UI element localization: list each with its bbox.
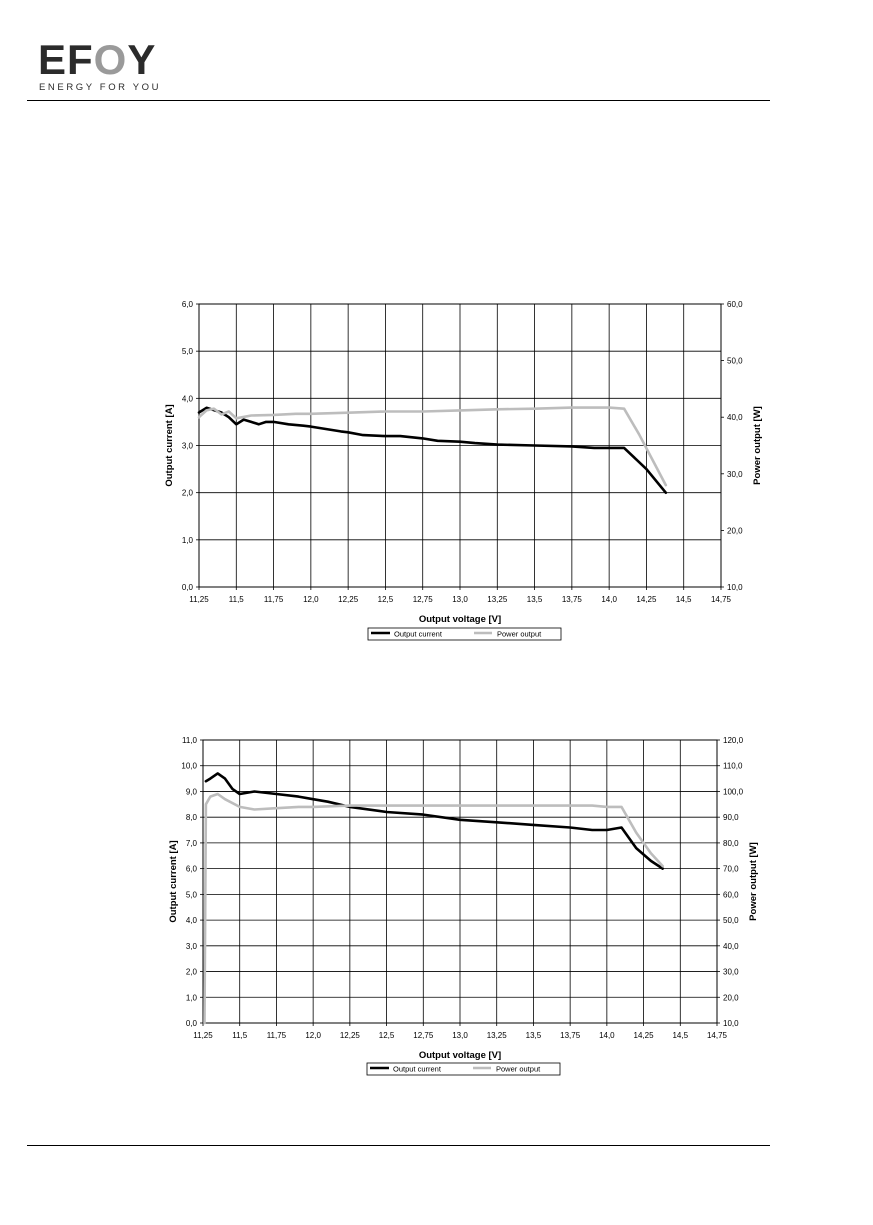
logo-tagline: ENERGY FOR YOU	[39, 82, 162, 93]
x-tick-label: 14,75	[707, 1031, 728, 1040]
x-tick-label: 11,75	[267, 1031, 287, 1040]
x-tick-label: 12,75	[413, 1031, 434, 1040]
y2-tick-label: 110,0	[723, 762, 743, 771]
x-tick-label: 13,25	[487, 595, 508, 604]
legend-box	[366, 1062, 561, 1076]
y2-tick-label: 20,0	[723, 993, 739, 1002]
footer-rule	[27, 1145, 770, 1146]
x-tick-label: 13,75	[562, 595, 583, 604]
output-current-line	[197, 406, 668, 495]
y-tick-label: 3,0	[182, 442, 194, 451]
y2-tick-label: 50,0	[727, 357, 743, 366]
x-tick-label: 11,5	[232, 1031, 248, 1040]
x-tick-label: 14,25	[634, 1031, 655, 1040]
y-tick-label: 5,0	[182, 347, 194, 356]
x-tick-label: 12,5	[379, 1031, 395, 1040]
y2-axis-title: Power output [W]	[748, 842, 759, 921]
y-tick-label: 9,0	[186, 787, 198, 796]
x-tick-label: 12,75	[413, 595, 434, 604]
y2-tick-label: 40,0	[727, 413, 743, 422]
legend-label-power-output: Power output	[496, 1065, 541, 1074]
y-tick-label: 2,0	[186, 968, 198, 977]
x-tick-label: 11,25	[193, 1031, 213, 1040]
y-tick-label: 2,0	[182, 489, 194, 498]
x-axis-title: Output voltage [V]	[419, 1050, 501, 1061]
y2-tick-label: 70,0	[723, 865, 739, 874]
x-tick-label: 14,25	[636, 595, 657, 604]
chart-1: 11,25 11,5 11,75 12,0 12,25 12,5 12,75 13,0 13,2…	[164, 300, 763, 641]
x-tick-label: 12,0	[303, 595, 319, 604]
y-tick-label: 10,0	[181, 762, 197, 771]
y2-tick-label: 50,0	[723, 916, 739, 925]
y2-tick-label: 60,0	[723, 890, 739, 899]
x-tick-label: 14,0	[599, 1031, 615, 1040]
x-tick-label: 13,0	[452, 595, 468, 604]
y-tick-label: 0,0	[182, 583, 194, 592]
y2-tick-label: 30,0	[727, 470, 743, 479]
y2-tick-label: 100,0	[723, 787, 744, 796]
legend-box	[367, 627, 562, 641]
x-tick-label: 14,5	[672, 1031, 688, 1040]
y-axis-title: Output current [A]	[168, 840, 179, 922]
x-tick-label: 11,5	[229, 595, 245, 604]
x-tick-label: 11,75	[264, 595, 284, 604]
x-tick-label: 12,5	[378, 595, 394, 604]
y-tick-label: 6,0	[186, 865, 198, 874]
power-output-line	[197, 406, 668, 487]
y2-tick-label: 30,0	[723, 968, 739, 977]
y2-tick-label: 90,0	[723, 813, 739, 822]
y-tick-label: 4,0	[182, 394, 194, 403]
x-axis-title: Output voltage [V]	[419, 614, 501, 625]
y-tick-label: 7,0	[186, 839, 198, 848]
y-tick-label: 11,0	[182, 736, 198, 745]
legend: Output current Power output	[366, 1062, 561, 1076]
x-tick-label: 13,5	[527, 595, 543, 604]
y2-tick-label: 120,0	[723, 736, 744, 745]
chart-2: 11,25 11,5 11,75 12,0 12,25 12,5 12,75 13,0 13,2…	[168, 736, 759, 1076]
x-tick-label: 13,25	[487, 1031, 508, 1040]
y2-tick-label: 10,0	[727, 583, 743, 592]
y-axis-title: Output current [A]	[164, 404, 175, 486]
x-tick-label: 13,0	[452, 1031, 468, 1040]
x-tick-label: 12,0	[305, 1031, 321, 1040]
legend-label-power-output: Power output	[497, 630, 542, 639]
output-current-line	[204, 772, 665, 870]
y-tick-label: 0,0	[186, 1019, 198, 1028]
power-output-line	[203, 792, 665, 1025]
x-tick-label: 13,5	[526, 1031, 542, 1040]
y-tick-label: 1,0	[182, 536, 194, 545]
y2-tick-label: 80,0	[723, 839, 739, 848]
logo-wordmark: EFOY	[38, 36, 157, 83]
y-tick-label: 3,0	[186, 942, 198, 951]
x-tick-label: 12,25	[340, 1031, 361, 1040]
y2-tick-label: 20,0	[727, 526, 743, 535]
y-tick-label: 8,0	[186, 813, 198, 822]
y2-tick-label: 60,0	[727, 300, 743, 309]
x-tick-label: 14,75	[711, 595, 732, 604]
y2-axis-title: Power output [W]	[752, 406, 763, 485]
y-tick-label: 5,0	[186, 890, 198, 899]
legend-label-output-current: Output current	[393, 1065, 442, 1074]
efoy-logo: EFOY ENERGY FOR YOU	[38, 36, 168, 94]
x-tick-label: 14,5	[676, 595, 692, 604]
y-tick-label: 6,0	[182, 300, 194, 309]
x-tick-label: 11,25	[189, 595, 209, 604]
y2-tick-label: 10,0	[723, 1019, 739, 1028]
y-tick-label: 4,0	[186, 916, 198, 925]
legend: Output current Power output	[367, 627, 562, 641]
x-tick-label: 14,0	[601, 595, 617, 604]
header-rule	[27, 100, 770, 101]
y2-tick-label: 40,0	[723, 942, 739, 951]
x-tick-label: 12,25	[338, 595, 359, 604]
x-tick-label: 13,75	[560, 1031, 581, 1040]
legend-label-output-current: Output current	[394, 630, 443, 639]
y-tick-label: 1,0	[186, 993, 198, 1002]
